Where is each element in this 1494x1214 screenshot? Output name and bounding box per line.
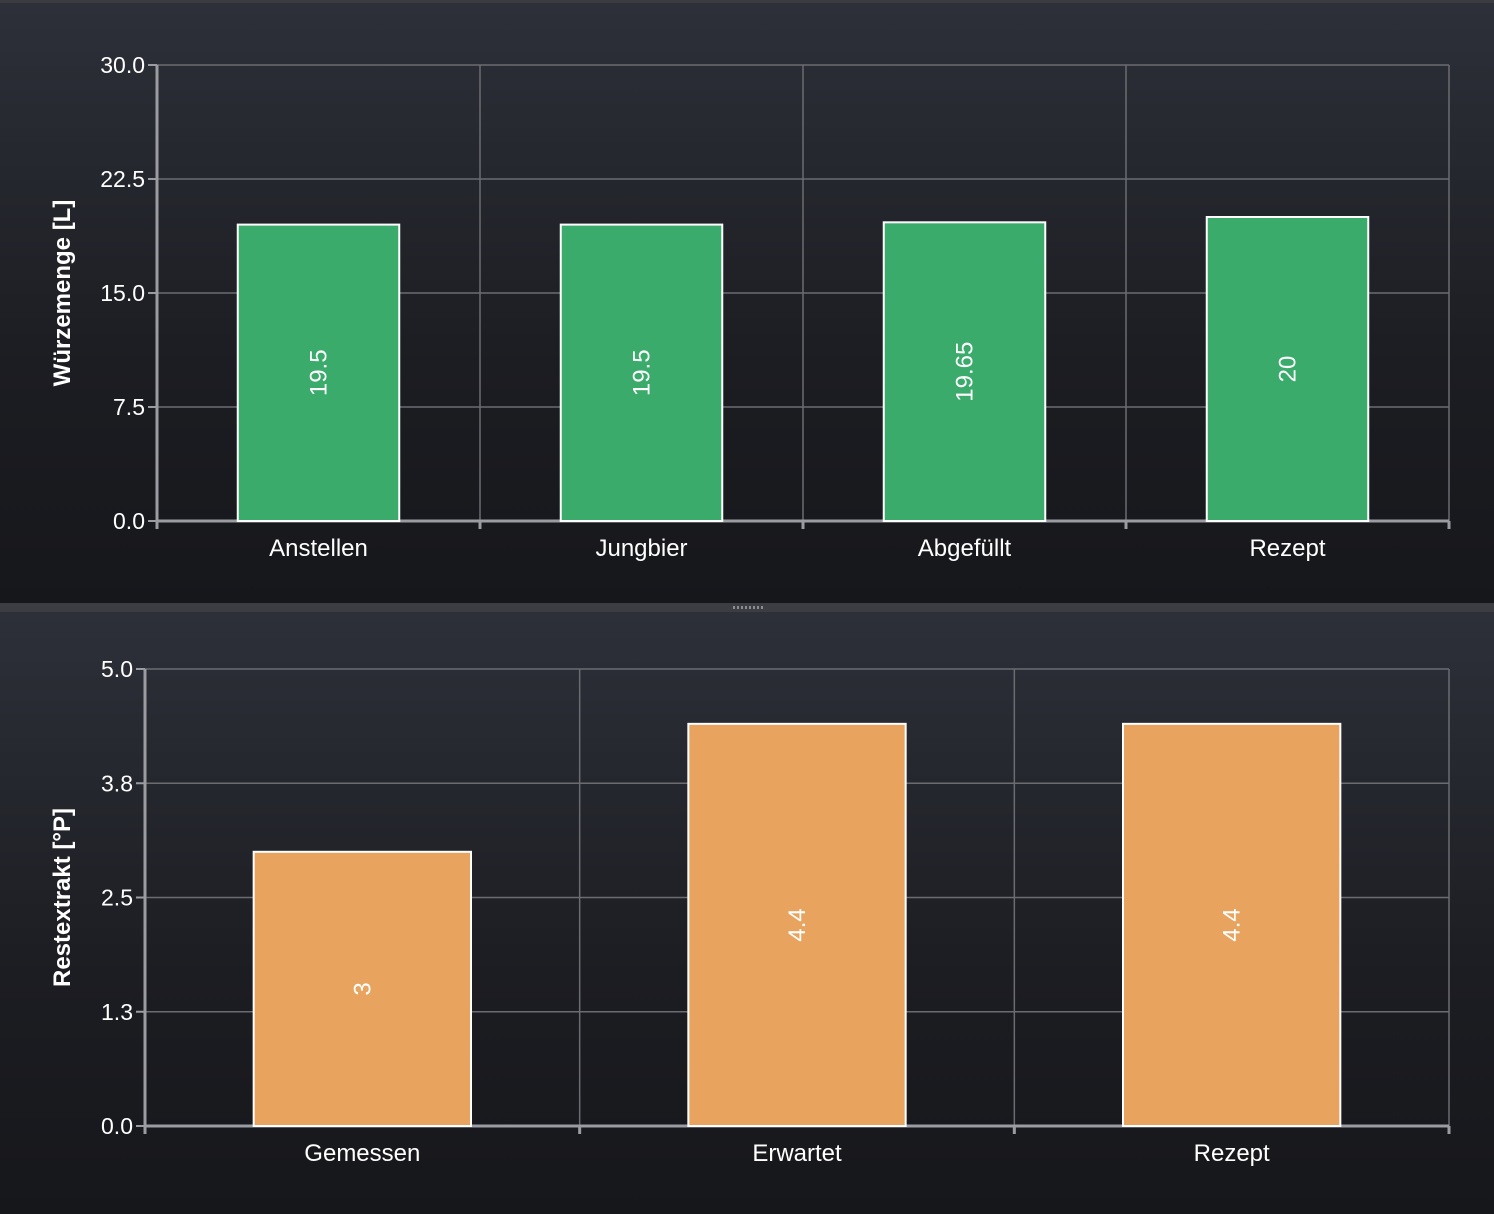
x-tick-label: Gemessen — [304, 1140, 420, 1167]
y-tick-label: 5.0 — [101, 656, 133, 682]
bar-value-label: 19.65 — [952, 342, 979, 402]
x-tick-label: Rezept — [1194, 1140, 1270, 1167]
chart-panel-restextrakt: 0.0 1.3 2.5 3.8 5.0 3 Gemessen 4.4 Erwartet 4.4 Re… — [0, 612, 1494, 1214]
bar — [882, 221, 1047, 522]
x-tick-label: Jungbier — [595, 535, 687, 562]
y-axis-label: Restextrakt [°P] — [49, 808, 76, 987]
bar-value-label: 20 — [1275, 356, 1302, 383]
x-tick-label: Anstellen — [269, 535, 368, 562]
y-axis-label: Würzemenge [L] — [49, 200, 76, 387]
bar — [687, 722, 907, 1127]
bar — [559, 223, 724, 522]
bar-value-label: 4.4 — [1219, 908, 1246, 941]
bar — [252, 850, 472, 1128]
y-tick-label: 22.5 — [100, 166, 145, 192]
y-tick-label: 0.0 — [101, 1113, 133, 1139]
y-tick-label: 15.0 — [100, 280, 145, 306]
y-tick-label: 7.5 — [113, 394, 145, 420]
y-tick-label: 1.3 — [101, 999, 133, 1025]
bar — [236, 223, 401, 522]
bar — [1205, 216, 1370, 522]
chart-restextrakt: 0.0 1.3 2.5 3.8 5.0 3 Gemessen 4.4 Erwartet 4.4 Re… — [49, 656, 1451, 1167]
bar-value-label: 19.5 — [629, 349, 656, 396]
chart-panel-wuerzemenge: 0.0 7.5 15.0 22.5 30.0 19.5 Anstellen 19.5 Jungb… — [0, 0, 1494, 603]
splitter-grip-icon[interactable] — [733, 606, 765, 609]
bar-value-label: 19.5 — [306, 349, 333, 396]
x-tick-label: Erwartet — [752, 1140, 842, 1167]
x-tick-label: Rezept — [1249, 535, 1325, 562]
chart-wuerzemenge: 0.0 7.5 15.0 22.5 30.0 19.5 Anstellen 19.5 Jungb… — [49, 52, 1451, 562]
y-tick-label: 3.8 — [101, 770, 133, 796]
y-tick-label: 0.0 — [113, 508, 145, 534]
x-tick-label: Abgefüllt — [918, 535, 1012, 562]
bar-value-label: 4.4 — [784, 908, 811, 941]
y-tick-label: 2.5 — [101, 885, 133, 911]
bar — [1122, 722, 1342, 1127]
panel-splitter[interactable] — [0, 603, 1494, 612]
bar-value-label: 3 — [349, 982, 376, 995]
y-tick-label: 30.0 — [100, 52, 145, 78]
